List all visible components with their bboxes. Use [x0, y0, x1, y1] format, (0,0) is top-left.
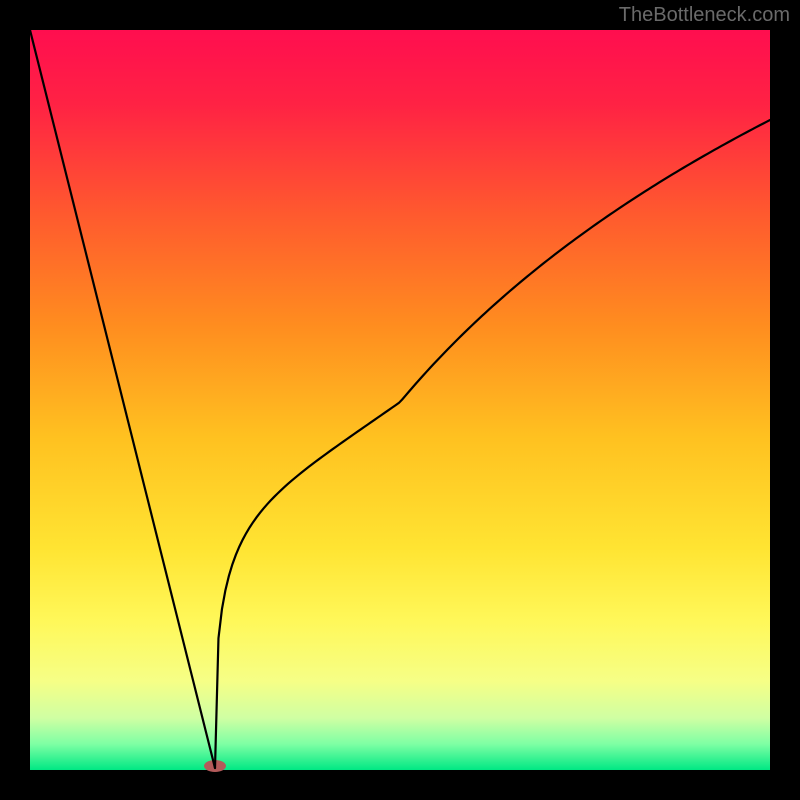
plot-background	[30, 30, 770, 770]
watermark-text: TheBottleneck.com	[619, 4, 790, 27]
bottleneck-chart	[0, 0, 800, 800]
chart-container: TheBottleneck.com	[0, 0, 800, 800]
